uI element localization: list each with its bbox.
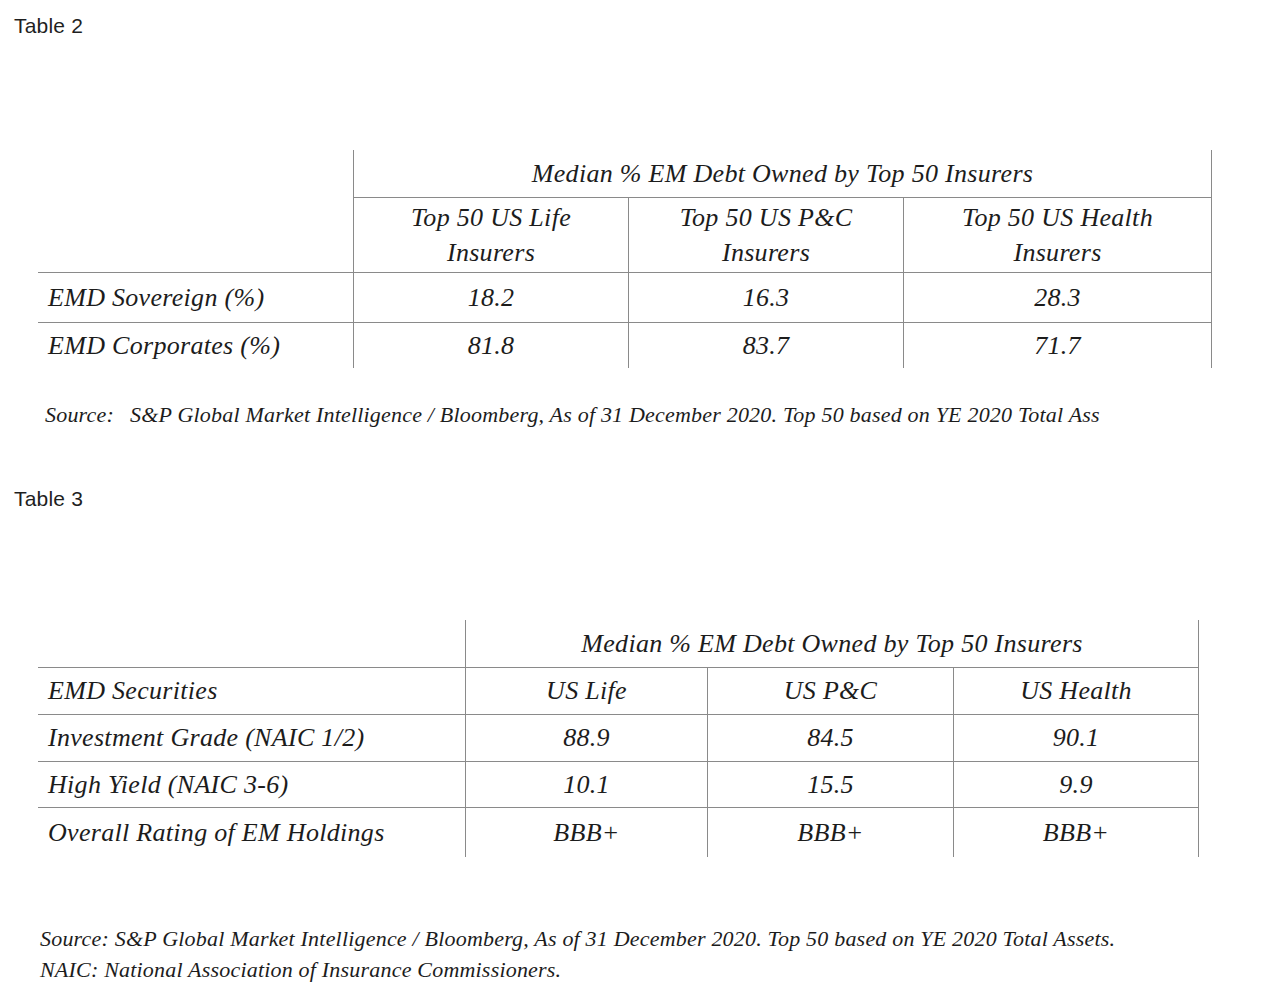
table3-source-line2: NAIC: National Association of Insurance … [40, 954, 1115, 985]
table2-cell: 28.3 [903, 273, 1212, 323]
table3-cell: 90.1 [953, 715, 1199, 762]
table2-cell: 81.8 [353, 323, 628, 368]
table2-title: Table 2 [14, 14, 83, 38]
table3-cell: 84.5 [707, 715, 953, 762]
table2-source-note: Source: S&P Global Market Intelligence / … [45, 401, 1100, 428]
table3-cell: 10.1 [465, 762, 707, 808]
table2-row-label: EMD Sovereign (%) [38, 273, 353, 323]
table3-col-header-life: US Life [465, 668, 707, 715]
table3-cell: 15.5 [707, 762, 953, 808]
table3-cell: BBB+ [465, 808, 707, 857]
table2-source-text: S&P Global Market Intelligence / Bloombe… [130, 402, 1100, 427]
table2-header-blank [38, 198, 353, 273]
table2-corner-blank [38, 150, 353, 198]
table3-cell: BBB+ [707, 808, 953, 857]
table2-col-header-health: Top 50 US Health Insurers [903, 198, 1212, 273]
table3-header-label: EMD Securities [38, 668, 465, 715]
table2-cell: 83.7 [628, 323, 903, 368]
table2-col-header-life: Top 50 US Life Insurers [353, 198, 628, 273]
table3-cell: 9.9 [953, 762, 1199, 808]
table3-col-header-health: US Health [953, 668, 1199, 715]
table3-source-line1: Source: S&P Global Market Intelligence /… [40, 923, 1115, 954]
table2-span-header: Median % EM Debt Owned by Top 50 Insurer… [353, 150, 1212, 198]
table3-source-note: Source: S&P Global Market Intelligence /… [40, 923, 1115, 985]
table3: Median % EM Debt Owned by Top 50 Insurer… [38, 620, 1199, 857]
table3-col-header-pc: US P&C [707, 668, 953, 715]
table3-cell: BBB+ [953, 808, 1199, 857]
table3-row-label: Investment Grade (NAIC 1/2) [38, 715, 465, 762]
table3-title: Table 3 [14, 487, 83, 511]
table2-source-label: Source: [45, 402, 114, 427]
table3-span-header: Median % EM Debt Owned by Top 50 Insurer… [465, 620, 1199, 668]
table2: Median % EM Debt Owned by Top 50 Insurer… [38, 150, 1212, 368]
table2-cell: 16.3 [628, 273, 903, 323]
table2-cell: 18.2 [353, 273, 628, 323]
table3-row-label: Overall Rating of EM Holdings [38, 808, 465, 857]
table3-cell: 88.9 [465, 715, 707, 762]
table3-row-label: High Yield (NAIC 3-6) [38, 762, 465, 808]
table3-corner-blank [38, 620, 465, 668]
table2-row-label: EMD Corporates (%) [38, 323, 353, 368]
table2-col-header-pc: Top 50 US P&C Insurers [628, 198, 903, 273]
table2-cell: 71.7 [903, 323, 1212, 368]
